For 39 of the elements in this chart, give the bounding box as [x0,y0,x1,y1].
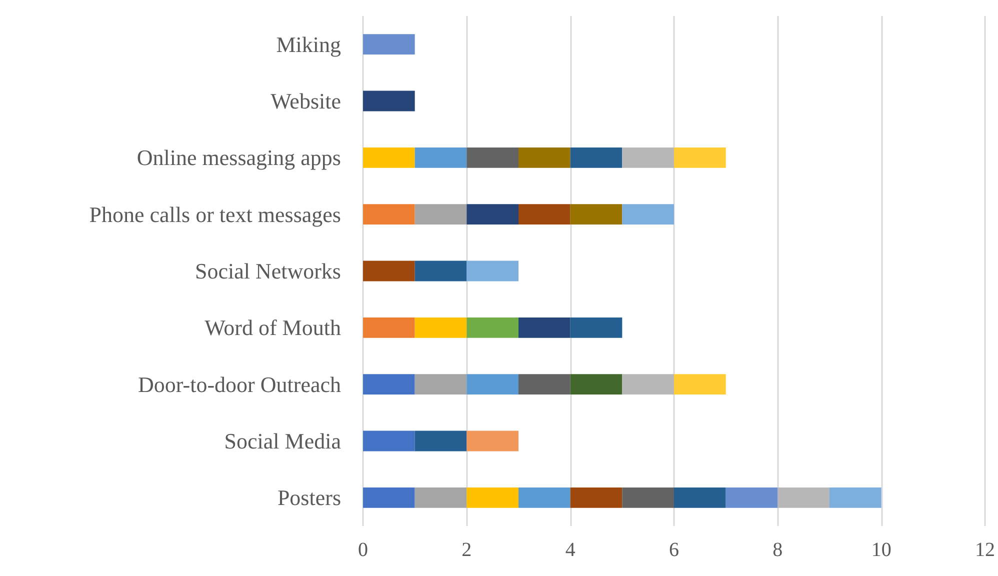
y-tick-label: Website [270,88,341,114]
bar [466,430,518,452]
y-tick-label: Online messaging apps [136,145,341,170]
bar [363,204,415,225]
y-tick-label: Posters [277,485,341,510]
bar [466,487,518,508]
x-tick-label: 12 [975,539,995,561]
bar [622,374,674,395]
bar [363,487,415,508]
bar [363,374,415,395]
bar [674,147,726,168]
x-tick-label: 8 [772,539,783,561]
bar [570,374,622,395]
bar [570,147,622,168]
bar [363,430,415,452]
bar [466,317,518,338]
bar [518,147,570,168]
y-tick-label: Social Media [224,428,342,454]
bar [414,204,467,225]
bar [570,317,622,338]
y-tick-label: Social Networks [194,258,341,284]
bar [674,374,726,395]
bar [778,487,830,508]
y-tick-label: Miking [276,32,341,57]
bar [726,487,778,508]
x-tick-label: 6 [669,539,679,561]
y-tick-label: Phone calls or text messages [89,202,341,227]
x-tick-label: 4 [565,539,576,561]
x-tick-label: 2 [462,539,472,561]
y-tick-label: Door-to-door Outreach [138,372,341,397]
x-tick-label: 10 [871,539,892,561]
x-tick-label: 0 [358,539,368,561]
y-tick-label: Word of Mouth [204,315,341,340]
bar [414,374,467,395]
bar [518,204,570,225]
bar [414,487,467,508]
bar [622,147,674,168]
bar [363,317,415,338]
bar [830,487,882,508]
